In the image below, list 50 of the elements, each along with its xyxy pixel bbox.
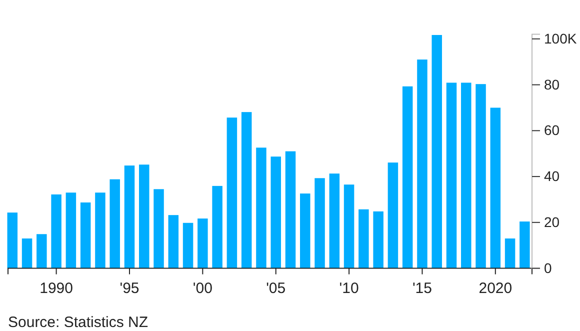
bar xyxy=(373,211,384,268)
bar xyxy=(256,148,266,268)
bar xyxy=(80,202,91,268)
source-note: Source: Statistics NZ xyxy=(8,314,148,331)
x-tick-label: 1990 xyxy=(40,280,73,297)
bar xyxy=(520,222,530,268)
y-tick-label: 60 xyxy=(544,122,560,138)
bar xyxy=(358,209,369,268)
y-tick-label: 80 xyxy=(544,76,560,92)
bar xyxy=(461,82,472,268)
bar xyxy=(212,186,222,268)
x-tick-label: '10 xyxy=(339,280,359,297)
y-tick-label: 0 xyxy=(544,260,552,276)
bar xyxy=(110,179,120,268)
bar xyxy=(51,194,62,268)
bar xyxy=(182,222,194,268)
bar xyxy=(329,174,340,268)
bar xyxy=(66,192,76,268)
y-tick-label: 40 xyxy=(544,168,560,184)
bar xyxy=(139,164,150,268)
bar xyxy=(22,238,32,268)
bar xyxy=(36,234,47,268)
x-tick-label: '95 xyxy=(120,280,140,297)
bar xyxy=(198,218,208,268)
x-tick-label: '05 xyxy=(266,280,286,297)
bar xyxy=(95,192,106,268)
bar xyxy=(168,215,179,268)
bar xyxy=(154,189,164,268)
bar xyxy=(314,178,325,268)
bar xyxy=(344,184,354,268)
bar xyxy=(402,86,413,268)
bar xyxy=(124,166,135,268)
y-tick-label: 100K xyxy=(544,30,578,46)
x-tick-label: '15 xyxy=(412,280,432,297)
x-tick-label: '00 xyxy=(192,280,212,297)
y-tick-label: 20 xyxy=(544,214,560,230)
bar xyxy=(417,60,428,268)
bar xyxy=(388,162,398,268)
x-tick-label: 2020 xyxy=(478,280,512,297)
bar xyxy=(241,112,252,268)
bar xyxy=(7,212,18,268)
bar xyxy=(446,82,457,268)
bar xyxy=(226,118,238,268)
bar xyxy=(270,156,281,268)
bar xyxy=(504,238,516,268)
bar xyxy=(285,151,296,268)
bar xyxy=(490,108,501,268)
bar xyxy=(476,84,486,268)
bar xyxy=(432,34,442,268)
bar xyxy=(300,194,310,268)
